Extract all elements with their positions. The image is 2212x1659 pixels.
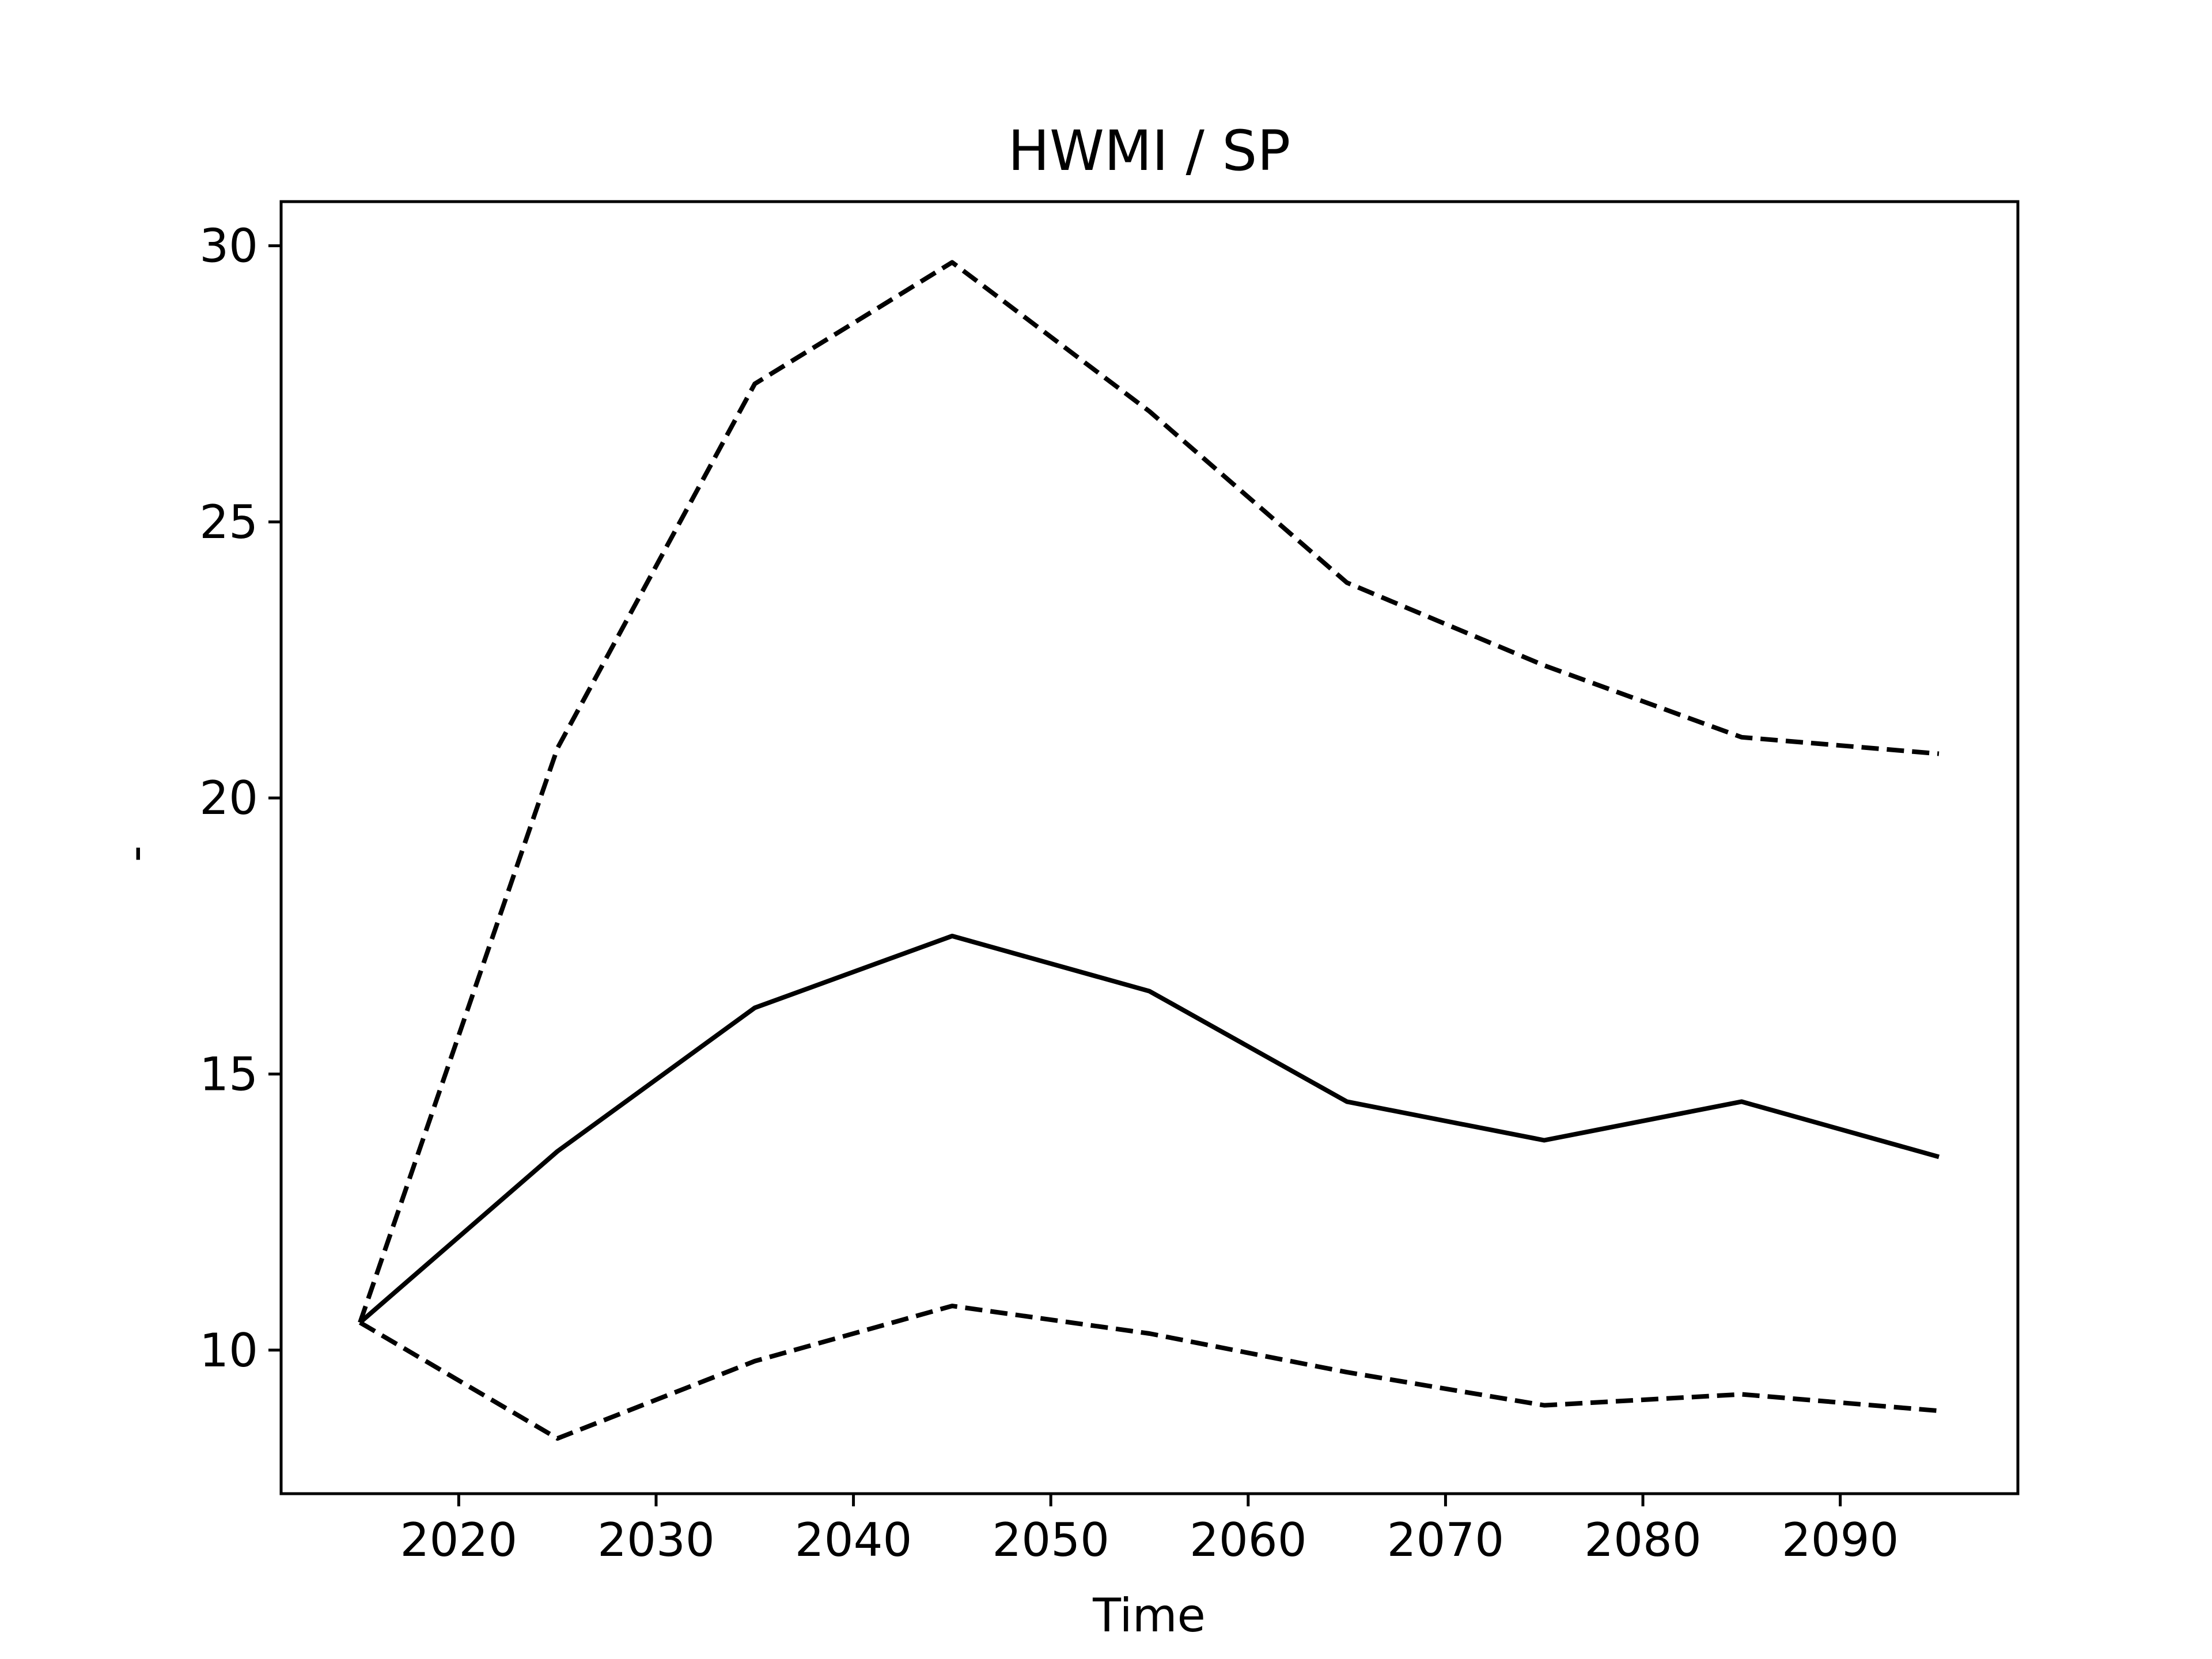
- series-lines: [358, 260, 1940, 1441]
- plot-area: [279, 200, 2020, 1495]
- series-line-lower: [358, 1304, 1940, 1441]
- y-tick-label: 20: [199, 771, 258, 825]
- x-tick-label: 2030: [597, 1513, 715, 1567]
- chart-title: HWMI / SP: [1008, 119, 1290, 183]
- y-axis-label: -: [108, 846, 162, 862]
- x-tick-label: 2060: [1190, 1513, 1307, 1567]
- x-tick-label: 2080: [1584, 1513, 1702, 1567]
- y-tick-label: 30: [199, 219, 258, 273]
- x-axis: 2020 2030 2040 2050 2060 2070 2080 2090: [400, 1494, 1899, 1567]
- x-tick-label: 2020: [400, 1513, 518, 1567]
- y-tick-label: 10: [199, 1324, 258, 1377]
- x-tick-label: 2090: [1782, 1513, 1899, 1567]
- x-axis-label: Time: [1092, 1589, 1206, 1642]
- y-axis: 10 15 20 25 30: [199, 219, 281, 1377]
- x-tick-label: 2050: [992, 1513, 1109, 1567]
- x-tick-label: 2040: [795, 1513, 912, 1567]
- y-tick-label: 25: [199, 495, 258, 549]
- x-tick-label: 2070: [1387, 1513, 1505, 1567]
- series-line-median: [358, 933, 1940, 1324]
- y-tick-label: 15: [199, 1048, 258, 1101]
- series-line-upper: [358, 260, 1940, 1324]
- plot-frame: [279, 200, 2020, 1495]
